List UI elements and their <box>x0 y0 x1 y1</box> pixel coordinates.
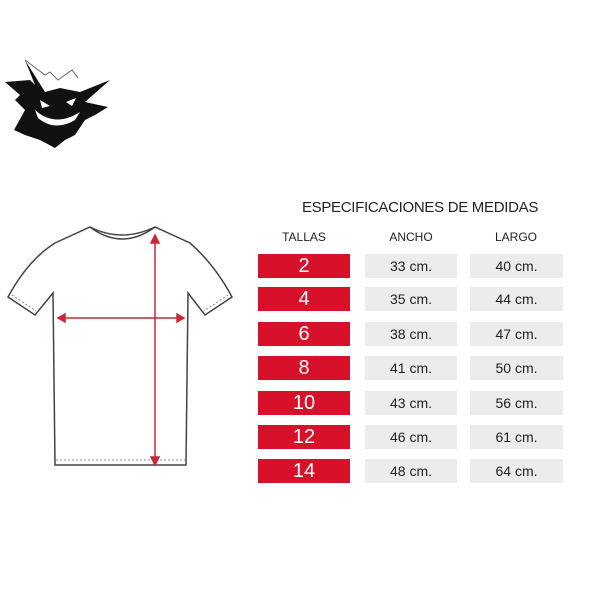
width-cell: 48 cm. <box>365 459 457 483</box>
size-cell: 8 <box>258 356 350 380</box>
width-cell: 35 cm. <box>365 287 457 311</box>
length-cell: 44 cm. <box>470 287 563 311</box>
size-cell: 2 <box>258 254 350 278</box>
length-cell: 56 cm. <box>470 391 563 415</box>
header-sizes: TALLAS <box>282 230 326 244</box>
length-cell: 50 cm. <box>470 356 563 380</box>
size-cell: 14 <box>258 459 350 483</box>
length-cell: 64 cm. <box>470 459 563 483</box>
size-cell: 4 <box>258 287 350 311</box>
header-width: ANCHO <box>389 230 433 244</box>
chart-title: ESPECIFICACIONES DE MEDIDAS <box>301 199 539 216</box>
length-cell: 47 cm. <box>470 322 563 346</box>
width-cell: 43 cm. <box>365 391 457 415</box>
size-cell: 12 <box>258 425 350 449</box>
header-length: LARGO <box>494 230 537 244</box>
length-cell: 40 cm. <box>470 254 563 278</box>
width-cell: 41 cm. <box>365 356 457 380</box>
width-cell: 33 cm. <box>365 254 457 278</box>
gengar-logo-icon <box>5 59 110 148</box>
tshirt-diagram <box>7 226 233 467</box>
width-cell: 46 cm. <box>365 425 457 449</box>
size-cell: 6 <box>258 322 350 346</box>
width-cell: 38 cm. <box>365 322 457 346</box>
size-cell: 10 <box>258 391 350 415</box>
length-cell: 61 cm. <box>470 425 563 449</box>
